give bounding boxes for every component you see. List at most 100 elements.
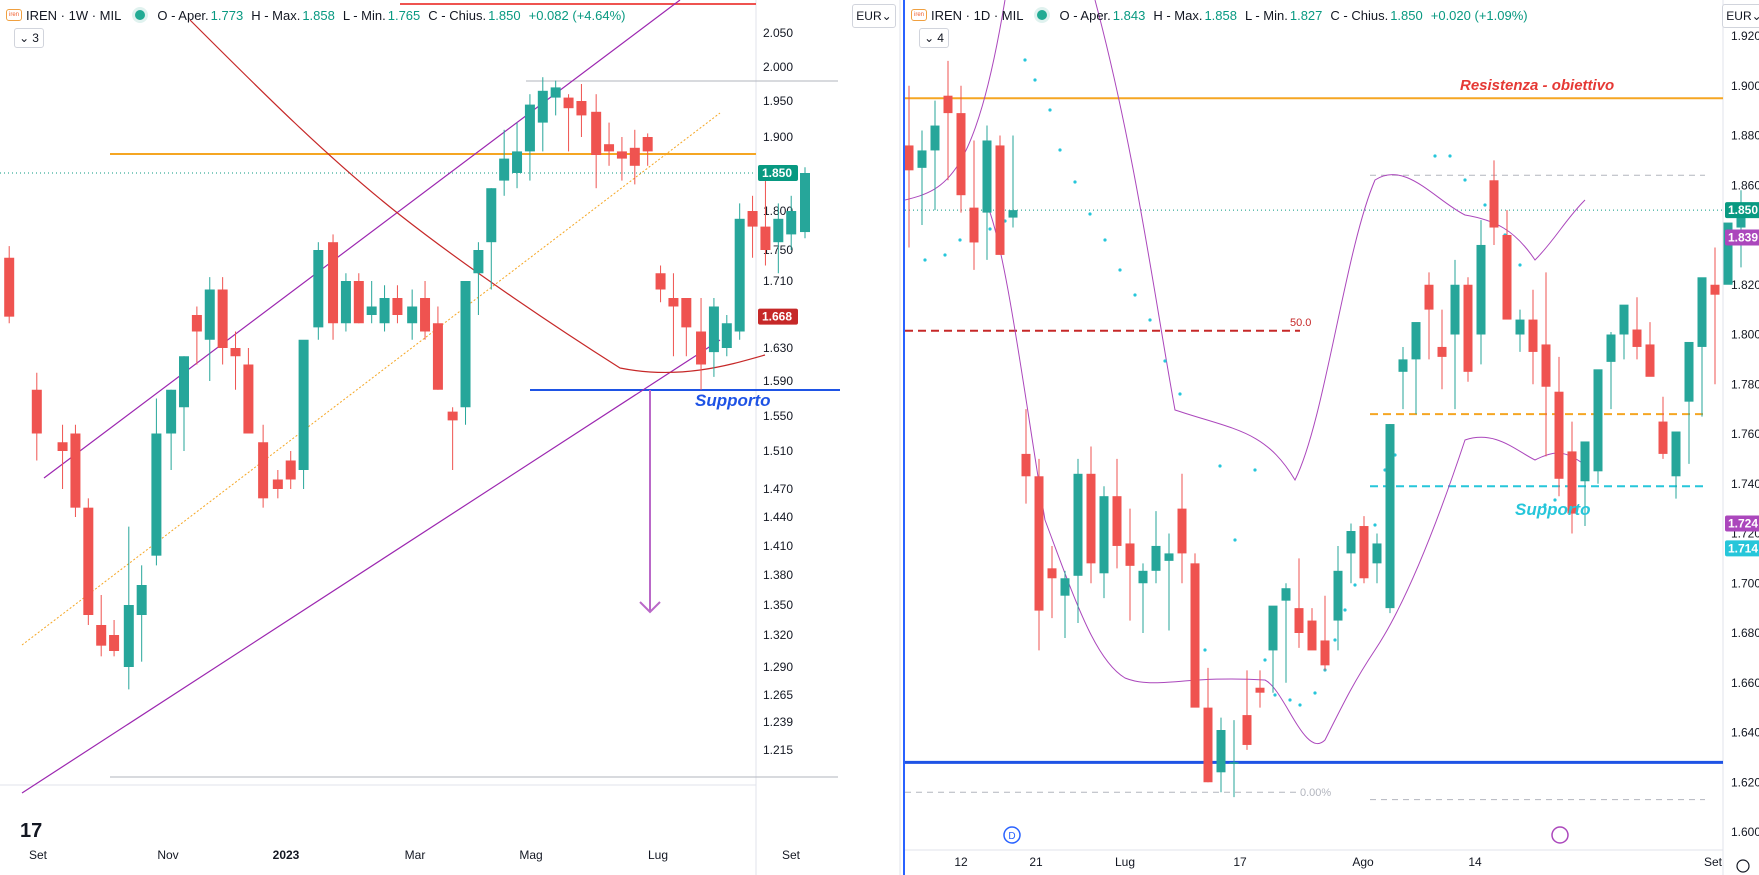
candle-body [1086,473,1096,564]
weekly-chart-canvas[interactable]: 2.0502.0001.9501.9001.8501.8001.7501.710… [0,0,901,875]
sar-dot [1343,608,1347,612]
candle-body [982,140,992,213]
price-badge [1725,229,1759,246]
candle-body [499,158,510,181]
price-tick-label: 1.320 [763,628,793,642]
candle-body [1229,762,1239,764]
candle-body [1151,545,1161,571]
sar-dot [1033,78,1037,82]
candle-body [1346,531,1356,554]
price-tick-label: 1.550 [763,409,793,423]
price-tick-label: 1.510 [763,444,793,458]
candle-body [123,605,134,667]
candle-body [353,281,364,324]
candle-body [1307,620,1317,651]
iren-logo-icon: iren [6,9,22,21]
sar-dot [1353,583,1357,587]
candle-body [721,323,732,348]
currency-selector[interactable]: EUR⌄ [852,4,896,28]
candle-body [285,460,296,480]
candle-body [1502,235,1512,320]
currency-selector[interactable]: EUR⌄ [1722,4,1759,28]
candle-body [1281,588,1291,601]
sar-dot [1253,468,1257,472]
chevron-down-icon: ⌄ [924,31,935,45]
open-label: O - Aper. [1059,7,1111,23]
sar-dot [1133,293,1137,297]
sar-dot [1203,648,1207,652]
candle-body [1424,284,1434,310]
candle-body [629,147,640,166]
daily-chart-canvas[interactable]: 1.9201.9001.8801.8601.8401.8201.8001.780… [905,0,1759,875]
moving-average-line [189,19,766,373]
candle-body [1710,284,1720,295]
indicator-count: 3 [32,31,39,45]
sar-dot [1273,693,1277,697]
close-value: 1.850 [488,7,521,23]
indicators-toggle[interactable]: ⌄ 4 [919,28,949,48]
candle-body [1294,608,1304,633]
time-tick-label: Set [1704,855,1723,869]
candle-body [1632,329,1642,347]
sar-dot [1298,703,1302,707]
price-tick-label: 1.860 [1731,178,1759,192]
candle-body [460,281,471,408]
sar-dot [1178,392,1182,396]
indicators-toggle[interactable]: ⌄ 3 [14,28,44,48]
sar-dot [1048,108,1052,112]
candle-body [136,585,147,615]
price-tick-label: 1.265 [763,688,793,702]
time-tick-label: Lug [648,848,668,862]
candle-body [1359,526,1369,579]
support-annotation: Supporto [1515,500,1591,519]
candle-body [943,95,953,114]
price-badge-label: 1.714 [1728,541,1758,555]
candle-body [230,348,241,357]
price-badge-label: 1.839 [1728,230,1758,244]
candle-body [1112,496,1122,546]
daily-chart-pane[interactable]: 1.9201.9001.8801.8601.8401.8201.8001.780… [903,0,1759,875]
candle-body [905,145,914,171]
symbol-label[interactable]: IREN · 1W · MIL [26,7,122,23]
candle-body [31,389,42,434]
price-tick-label: 1.380 [763,568,793,582]
price-tick-label: 1.900 [1731,79,1759,93]
price-badge-label: 1.850 [1728,203,1758,217]
candle-body [1580,441,1590,482]
sar-dot [1263,658,1267,662]
price-tick-label: 1.620 [1731,775,1759,789]
weekly-chart-pane[interactable]: 2.0502.0001.9501.9001.8501.8001.7501.710… [0,0,901,875]
candle-body [57,442,68,451]
open-label: O - Aper. [157,7,209,23]
time-tick-label: Set [782,848,801,862]
close-value: 1.850 [1390,7,1423,23]
price-badge [1725,202,1759,219]
low-value: 1.765 [387,7,421,23]
channel-mid-line [21,112,721,646]
price-tick-label: 1.740 [1731,477,1759,491]
candle-body [708,306,719,353]
candle-body [96,625,107,646]
candle-body [642,137,653,152]
candle-body [747,211,758,227]
candle-body [1489,180,1499,228]
price-tick-label: 1.700 [1731,576,1759,590]
price-tick-label: 1.820 [1731,278,1759,292]
currency-label: EUR [856,9,882,23]
price-tick-label: 1.800 [1731,328,1759,342]
candle-body [379,298,390,324]
candle-body [591,111,602,155]
high-label: H - Max. [251,7,301,23]
tradingview-logo-icon: 17 [20,820,43,842]
time-tick-label: 17 [1233,855,1247,869]
sar-dot [1088,212,1092,216]
symbol-label[interactable]: IREN · 1D · MIL [931,7,1024,23]
sar-dot [923,258,927,262]
low-label: L - Min. [342,7,386,23]
sar-dot [1073,180,1077,184]
price-tick-label: 1.680 [1731,626,1759,640]
candle-body [1528,319,1538,352]
price-tick-label: 1.640 [1731,726,1759,740]
candle-body [969,207,979,243]
candle-body [217,289,228,348]
